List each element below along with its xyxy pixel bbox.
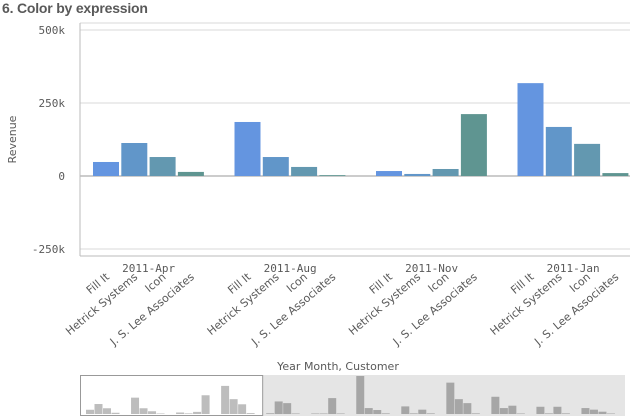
y-tick-label: 0: [58, 170, 65, 183]
bar-2011-Jan-icon[interactable]: [574, 143, 601, 176]
bar-2011-Apr-fill-it[interactable]: [93, 161, 119, 176]
y-axis-title: Revenue: [6, 115, 19, 163]
mini-bar: [446, 382, 455, 414]
mini-bar: [401, 406, 410, 414]
mini-bar: [94, 404, 103, 414]
bar-2011-Apr-icon[interactable]: [149, 157, 176, 176]
bar-2011-Jan-hetrick-systems[interactable]: [545, 126, 572, 176]
bar-2011-Nov-icon[interactable]: [432, 168, 459, 176]
mini-bar: [553, 406, 562, 414]
mini-bar: [291, 413, 300, 414]
mini-bar: [319, 413, 328, 414]
y-tick-label: -250k: [32, 243, 65, 256]
mini-bar: [221, 385, 230, 414]
bar-2011-Aug-hetrick-systems[interactable]: [262, 157, 289, 176]
mini-bar: [426, 413, 435, 414]
mini-bar: [516, 413, 525, 414]
mini-bar: [266, 413, 275, 414]
mini-bar: [103, 408, 111, 414]
mini-bar: [463, 403, 472, 414]
mini-bar: [156, 413, 165, 414]
bar-2011-Nov-fill-it[interactable]: [376, 171, 402, 176]
y-tick-label: 500k: [39, 24, 66, 37]
x-group-label: 2011-Nov: [405, 262, 458, 275]
mini-bar: [373, 410, 382, 414]
mini-bar: [409, 413, 418, 414]
x-group-label: 2011-Apr: [122, 262, 175, 275]
mini-bar: [471, 413, 480, 414]
mini-bar: [148, 411, 157, 414]
mini-bar: [328, 398, 337, 414]
mini-bar: [111, 412, 120, 414]
bar-2011-Aug-j-s-lee-associates[interactable]: [319, 175, 346, 176]
chart-title: 6. Color by expression: [2, 0, 148, 16]
mini-bar: [139, 408, 148, 414]
mini-bar: [336, 413, 345, 414]
x-group-label: 2011-Jan: [547, 262, 600, 275]
bar-2011-Apr-hetrick-systems[interactable]: [121, 143, 148, 176]
mini-bar: [561, 413, 570, 414]
mini-bar: [356, 376, 365, 414]
mini-bar: [598, 411, 607, 414]
y-tick-label: 250k: [39, 97, 66, 110]
mini-bar: [131, 397, 140, 414]
x-axis-title: Year Month, Customer: [276, 360, 399, 373]
mini-bar: [454, 399, 463, 414]
mini-bar: [499, 408, 508, 414]
mini-bar: [283, 403, 292, 414]
mini-bar: [176, 412, 185, 414]
mini-bar: [193, 411, 202, 414]
bar-2011-Nov-hetrick-systems[interactable]: [404, 173, 431, 176]
bar-2011-Apr-j-s-lee-associates[interactable]: [177, 171, 204, 176]
mini-bar: [86, 409, 94, 414]
mini-bar: [544, 413, 553, 414]
mini-bar: [508, 405, 517, 414]
mini-bar: [381, 413, 390, 414]
mini-bar: [201, 395, 210, 414]
mini-bar: [581, 408, 590, 414]
bar-2011-Jan-fill-it[interactable]: [517, 83, 544, 176]
mini-bar: [246, 413, 255, 414]
mini-bar: [418, 409, 427, 414]
mini-bar: [589, 409, 598, 414]
mini-bar: [606, 413, 615, 414]
x-group-label: 2011-Aug: [264, 262, 317, 275]
bar-2011-Nov-j-s-lee-associates[interactable]: [460, 114, 487, 176]
bar-2011-Jan-j-s-lee-associates[interactable]: [602, 173, 629, 176]
mini-bar: [184, 413, 193, 414]
mini-bar: [311, 413, 320, 414]
mini-bar: [491, 396, 500, 414]
mini-bar: [238, 404, 247, 414]
mini-bar: [364, 408, 373, 414]
bar-2011-Aug-icon[interactable]: [291, 166, 318, 176]
bar-2011-Aug-fill-it[interactable]: [234, 121, 261, 176]
mini-bar: [536, 406, 545, 414]
mini-bar: [274, 401, 283, 414]
mini-bar: [229, 399, 238, 414]
